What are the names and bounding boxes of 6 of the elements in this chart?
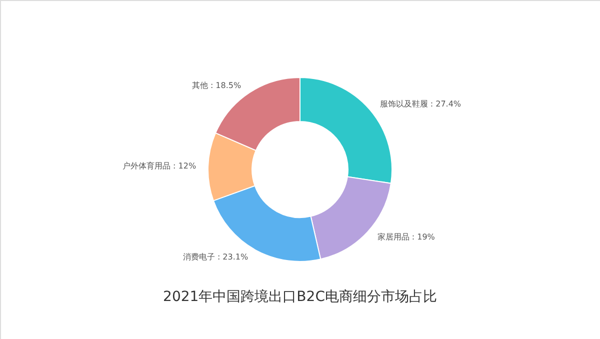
slice-label: 消费电子 : 23.1% bbox=[182, 252, 248, 262]
slice-label: 家居用品 : 19% bbox=[377, 232, 436, 242]
slice-label: 户外体育用品 : 12% bbox=[122, 161, 196, 170]
slice-label: 其他 : 18.5% bbox=[192, 80, 242, 90]
slice-label: 服饰以及鞋履 : 27.4% bbox=[380, 99, 462, 108]
text: 2021年中国跨境出口B2C电商细分市场占比 bbox=[163, 289, 437, 305]
